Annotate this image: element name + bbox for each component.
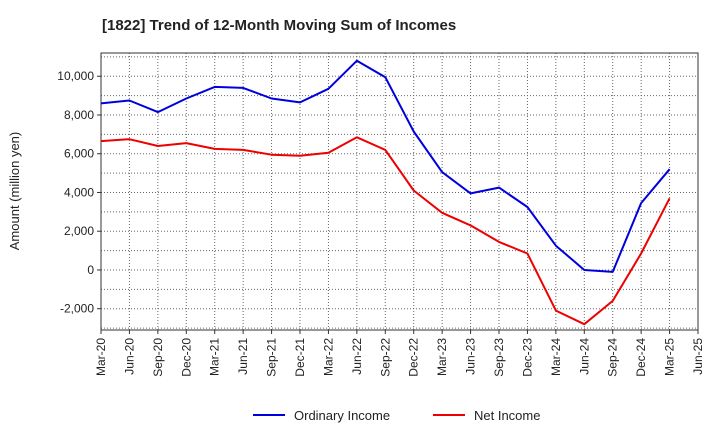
y-tick-label: 4,000 [64, 185, 94, 199]
axis-layer: -2,000 0 2,000 4,000 6,000 8,000 10,000 Mar-20 J… [57, 52, 705, 377]
x-tick-label: Mar-22 [321, 338, 335, 376]
y-tick-label: -2,000 [60, 302, 94, 316]
series-line-ordinary-income [100, 59, 671, 273]
legend-label: Net Income [474, 408, 540, 423]
y-tick-label: 10,000 [57, 69, 94, 83]
series-layer [100, 59, 671, 326]
series-line-net-income [100, 136, 671, 326]
plot-area [101, 53, 698, 330]
x-tick-label: Mar-25 [663, 338, 677, 376]
x-tick-label: Dec-22 [407, 338, 421, 377]
chart-title: [1822] Trend of 12-Month Moving Sum of I… [102, 17, 456, 34]
x-tick-label: Jun-20 [122, 338, 136, 375]
x-tick-label: Mar-24 [549, 338, 563, 376]
y-tick-label: 0 [87, 263, 94, 277]
x-tick-label: Dec-20 [179, 338, 193, 377]
y-tick-label: 8,000 [64, 108, 94, 122]
x-tick-label: Sep-20 [151, 338, 165, 377]
x-tick-label: Jun-24 [577, 338, 591, 375]
plot-frame [100, 52, 699, 331]
x-tick-label: Mar-20 [94, 338, 108, 376]
x-tick-label: Jun-21 [236, 338, 250, 375]
x-tick-label: Dec-21 [293, 338, 307, 377]
x-tick-label: Mar-23 [435, 338, 449, 376]
x-tick-label: Jun-23 [464, 338, 478, 375]
x-tick-label: Sep-23 [492, 338, 506, 377]
y-tick-label: 6,000 [64, 147, 94, 161]
x-tick-label: Jun-22 [350, 338, 364, 375]
legend: Ordinary Income Net Income [253, 408, 540, 423]
x-tick-label: Sep-21 [265, 338, 279, 377]
x-tick-label: Sep-24 [606, 338, 620, 377]
y-axis-title: Amount (million yen) [7, 132, 22, 251]
x-tick-label: Jun-25 [691, 338, 705, 375]
x-tick-label: Dec-23 [520, 338, 534, 377]
y-tick-label: 2,000 [64, 224, 94, 238]
x-tick-label: Dec-24 [634, 338, 648, 377]
grid-layer [100, 53, 699, 330]
x-tick-label: Mar-21 [208, 338, 222, 376]
x-tick-label: Sep-22 [378, 338, 392, 377]
legend-label: Ordinary Income [294, 408, 390, 423]
